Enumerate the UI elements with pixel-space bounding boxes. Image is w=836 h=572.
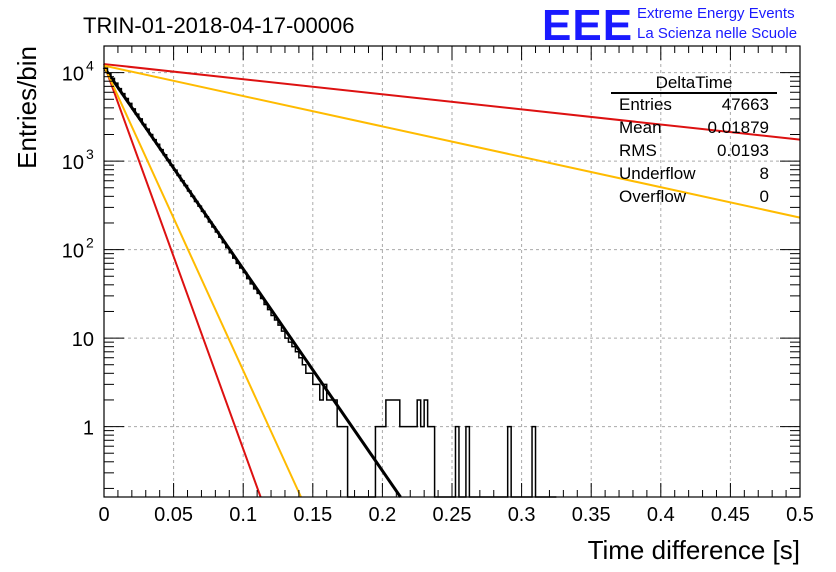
eee-logo: EEE Extreme Energy Events La Scienza nel… <box>542 1 797 50</box>
x-tick-label: 0.05 <box>154 504 193 526</box>
x-tick-label: 0.3 <box>508 504 536 526</box>
x-tick-label: 0.4 <box>647 504 675 526</box>
fit-line <box>103 65 302 498</box>
stats-box: DeltaTime Entries 47663 Mean 0.01879 RMS 0.01… <box>611 73 777 206</box>
stats-label: Entries <box>619 95 672 114</box>
fit-line <box>103 64 801 219</box>
fit-line <box>102 66 402 498</box>
stats-value: 0.0193 <box>717 141 769 160</box>
y-axis-label: Entries/bin <box>12 46 42 169</box>
y-tick-label: 10 <box>72 329 94 351</box>
stats-rows: Entries 47663 Mean 0.01879 RMS 0.0193 Underflo… <box>619 95 769 206</box>
stats-label: Mean <box>619 118 662 137</box>
x-tick-label: 0.1 <box>229 504 257 526</box>
y-tick-exponent: 4 <box>86 58 94 74</box>
fit-line <box>103 63 262 498</box>
stats-value: 0.01879 <box>708 118 769 137</box>
x-tick-label: 0 <box>98 504 109 526</box>
logo-line-1: Extreme Energy Events <box>637 5 795 22</box>
x-tick-label: 0.45 <box>711 504 750 526</box>
histogram <box>104 67 557 498</box>
y-tick-exponent: 3 <box>86 146 94 162</box>
stats-value: 47663 <box>722 95 769 114</box>
grid <box>104 46 800 497</box>
chart-title: TRIN-01-2018-04-17-00006 <box>83 13 355 38</box>
x-tick-label: 0.25 <box>433 504 472 526</box>
x-tick-label: 0.15 <box>293 504 332 526</box>
stats-value: 8 <box>760 164 769 183</box>
y-tick-label: 10 <box>62 152 84 174</box>
stats-label: Overflow <box>619 187 687 206</box>
logo-mark: EEE <box>542 1 633 50</box>
x-axis-label: Time difference [s] <box>588 535 800 565</box>
x-tick-label: 0.2 <box>368 504 396 526</box>
y-tick-label: 10 <box>62 241 84 263</box>
y-tick-exponent: 2 <box>86 235 94 251</box>
stats-label: RMS <box>619 141 657 160</box>
stats-title: DeltaTime <box>656 73 733 92</box>
stats-value: 0 <box>760 187 769 206</box>
stats-label: Underflow <box>619 164 696 183</box>
y-tick-label: 10 <box>62 64 84 86</box>
x-tick-labels: 0 0.05 0.1 0.15 0.2 0.25 0.3 0.35 0.4 0.45 0.5 <box>98 504 813 526</box>
x-tick-label: 0.35 <box>572 504 611 526</box>
fit-line <box>103 63 801 141</box>
logo-line-2: La Scienza nelle Scuole <box>637 25 797 42</box>
x-tick-label: 0.5 <box>786 504 814 526</box>
axis-ticks <box>103 45 801 497</box>
y-tick-label: 1 <box>83 418 94 440</box>
